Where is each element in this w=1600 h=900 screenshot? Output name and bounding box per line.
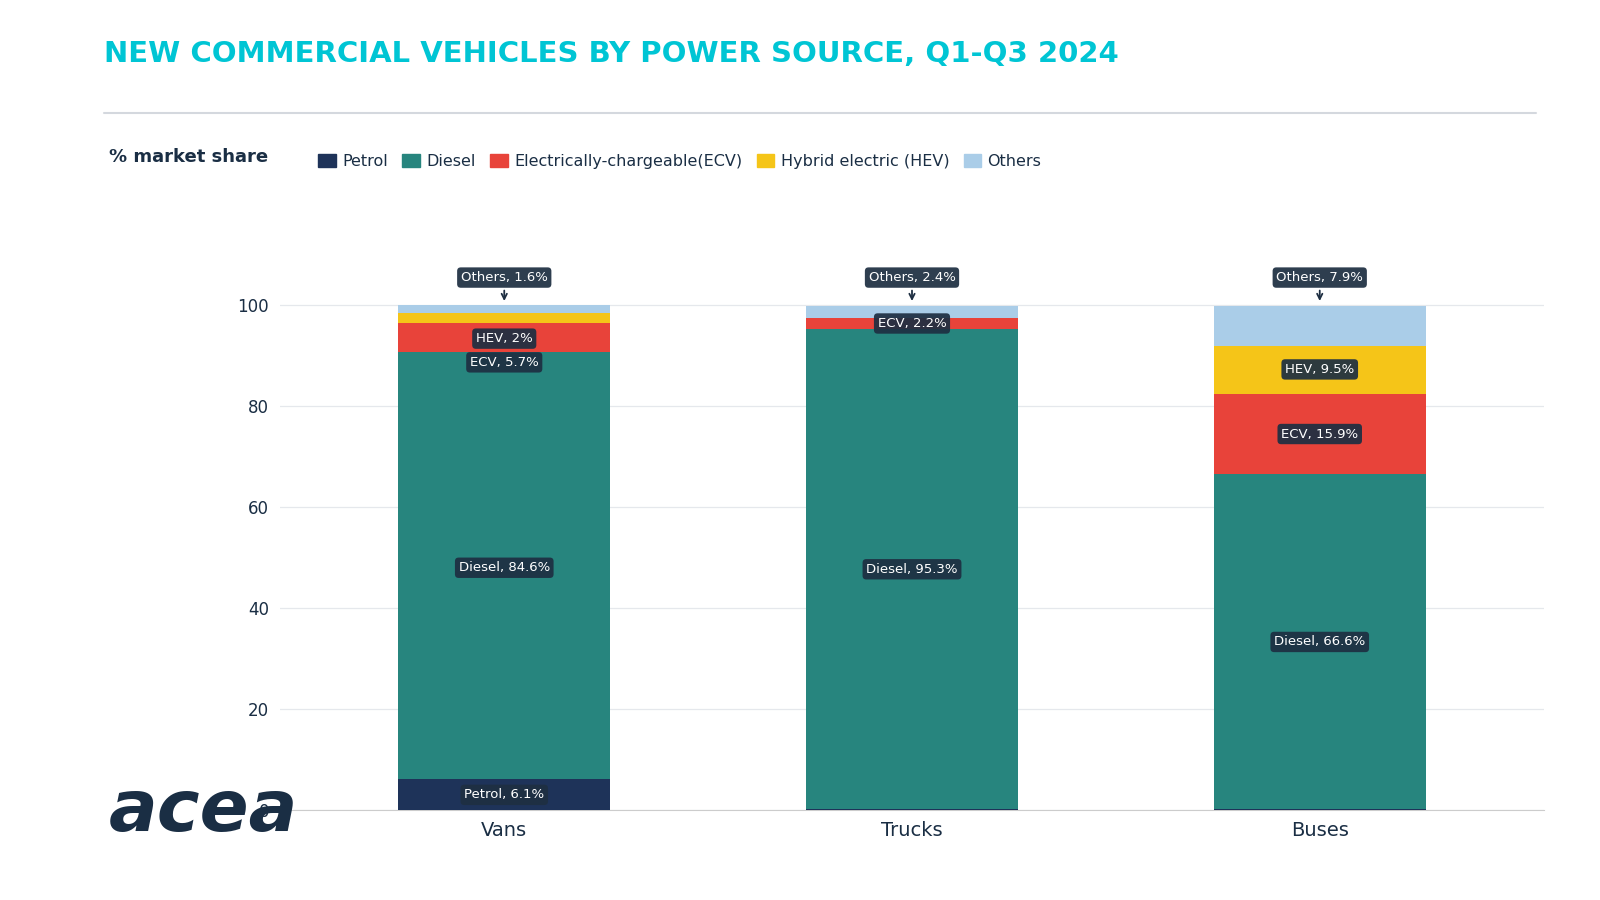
Text: Diesel, 84.6%: Diesel, 84.6%	[459, 562, 550, 574]
Bar	[398, 779, 610, 810]
Text: Petrol, 6.1%: Petrol, 6.1%	[464, 788, 544, 801]
Bar	[1214, 306, 1426, 346]
Text: HEV, 9.5%: HEV, 9.5%	[1285, 363, 1354, 376]
Text: ECV, 15.9%: ECV, 15.9%	[1282, 428, 1358, 440]
Bar	[398, 305, 610, 313]
Bar	[1214, 346, 1426, 393]
Bar	[398, 352, 610, 779]
Text: acea: acea	[109, 777, 298, 846]
Text: Diesel, 95.3%: Diesel, 95.3%	[866, 562, 958, 576]
Bar	[398, 323, 610, 352]
Text: ECV, 5.7%: ECV, 5.7%	[470, 356, 539, 369]
Bar	[806, 306, 1018, 318]
Bar	[1214, 393, 1426, 474]
Bar	[806, 318, 1018, 329]
Text: ECV, 2.2%: ECV, 2.2%	[878, 317, 946, 330]
Text: HEV, 2%: HEV, 2%	[475, 332, 533, 345]
Bar	[398, 313, 610, 323]
Text: NEW COMMERCIAL VEHICLES BY POWER SOURCE, Q1-Q3 2024: NEW COMMERCIAL VEHICLES BY POWER SOURCE,…	[104, 40, 1118, 68]
Text: Others, 1.6%: Others, 1.6%	[461, 271, 547, 299]
Bar	[806, 329, 1018, 809]
Text: Others, 2.4%: Others, 2.4%	[869, 271, 955, 299]
Text: Diesel, 66.6%: Diesel, 66.6%	[1274, 635, 1365, 648]
Text: Others, 7.9%: Others, 7.9%	[1277, 271, 1363, 299]
Text: % market share: % market share	[109, 148, 267, 166]
Bar	[1214, 474, 1426, 809]
Legend: Petrol, Diesel, Electrically-chargeable(ECV), Hybrid electric (HEV), Others: Petrol, Diesel, Electrically-chargeable(…	[312, 148, 1048, 176]
